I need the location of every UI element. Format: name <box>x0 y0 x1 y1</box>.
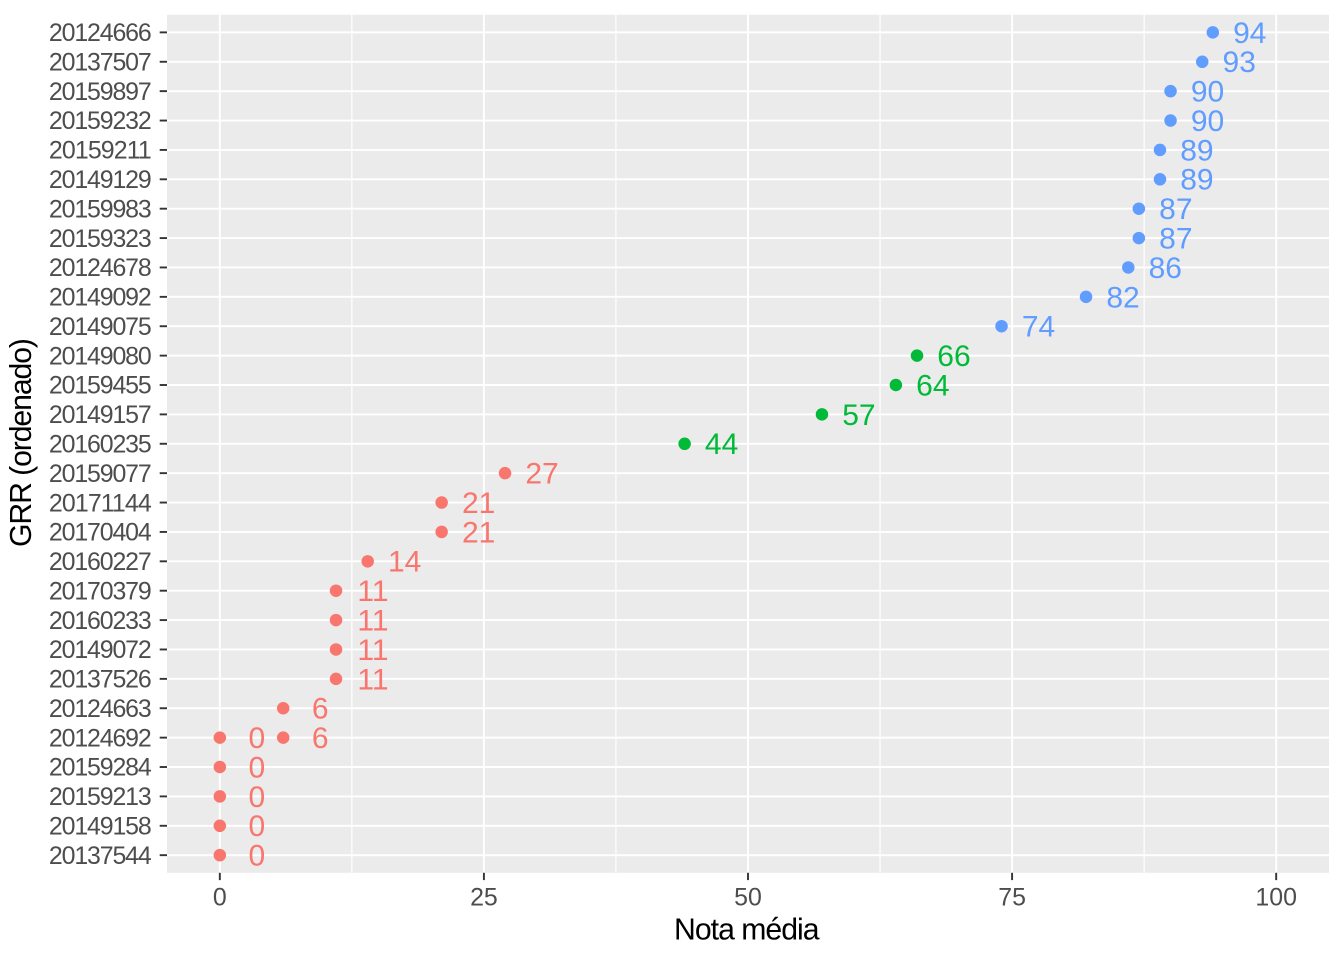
svg-text:21: 21 <box>462 487 495 520</box>
svg-text:20149129: 20149129 <box>49 166 152 194</box>
svg-text:27: 27 <box>525 458 558 491</box>
svg-text:20149075: 20149075 <box>49 313 152 341</box>
svg-text:0: 0 <box>248 722 265 755</box>
svg-text:20170404: 20170404 <box>49 519 152 547</box>
svg-text:86: 86 <box>1149 252 1182 285</box>
svg-text:14: 14 <box>388 546 421 579</box>
svg-text:90: 90 <box>1191 76 1224 109</box>
svg-text:21: 21 <box>462 516 495 549</box>
svg-text:50: 50 <box>734 883 762 911</box>
svg-text:87: 87 <box>1159 222 1192 255</box>
svg-text:20160233: 20160233 <box>49 607 152 635</box>
svg-text:6: 6 <box>312 722 329 755</box>
svg-text:25: 25 <box>470 883 498 911</box>
svg-text:75: 75 <box>998 883 1026 911</box>
svg-text:11: 11 <box>357 663 388 696</box>
svg-text:Nota média: Nota média <box>674 913 820 946</box>
svg-text:0: 0 <box>248 751 265 784</box>
svg-text:100: 100 <box>1255 883 1297 911</box>
svg-text:0: 0 <box>213 883 227 911</box>
svg-text:57: 57 <box>842 399 875 432</box>
svg-text:20170379: 20170379 <box>49 577 152 605</box>
svg-text:20159232: 20159232 <box>49 107 152 135</box>
svg-text:20124692: 20124692 <box>49 724 152 752</box>
svg-text:20159323: 20159323 <box>49 225 152 253</box>
svg-text:20137507: 20137507 <box>49 48 152 76</box>
svg-text:0: 0 <box>248 840 265 873</box>
svg-text:11: 11 <box>357 575 388 608</box>
svg-text:89: 89 <box>1180 134 1213 167</box>
svg-text:89: 89 <box>1180 164 1213 197</box>
svg-text:20171144: 20171144 <box>49 489 152 517</box>
svg-text:64: 64 <box>916 369 949 402</box>
svg-text:GRR (ordenado): GRR (ordenado) <box>5 338 38 547</box>
svg-text:11: 11 <box>357 604 388 637</box>
svg-text:20149080: 20149080 <box>49 342 152 370</box>
svg-text:90: 90 <box>1191 105 1224 138</box>
svg-text:20137544: 20137544 <box>49 842 152 870</box>
svg-text:20159983: 20159983 <box>49 195 152 223</box>
svg-text:20124666: 20124666 <box>49 19 152 47</box>
svg-text:6: 6 <box>312 693 329 726</box>
svg-text:0: 0 <box>248 810 265 843</box>
svg-text:20159213: 20159213 <box>49 783 152 811</box>
svg-text:82: 82 <box>1106 281 1139 314</box>
svg-text:20149092: 20149092 <box>49 284 152 312</box>
svg-text:0: 0 <box>248 781 265 814</box>
svg-text:20137526: 20137526 <box>49 666 152 694</box>
svg-text:74: 74 <box>1022 311 1055 344</box>
svg-text:20149157: 20149157 <box>49 401 152 429</box>
svg-text:66: 66 <box>937 340 970 373</box>
svg-text:20159897: 20159897 <box>49 78 152 106</box>
svg-text:20124678: 20124678 <box>49 254 152 282</box>
svg-text:20124663: 20124663 <box>49 695 152 723</box>
svg-text:93: 93 <box>1223 46 1256 79</box>
svg-text:87: 87 <box>1159 193 1192 226</box>
svg-text:20160227: 20160227 <box>49 548 152 576</box>
svg-text:20149158: 20149158 <box>49 812 152 840</box>
svg-text:20160235: 20160235 <box>49 430 152 458</box>
svg-text:20159455: 20159455 <box>49 372 152 400</box>
svg-text:94: 94 <box>1233 17 1266 50</box>
svg-text:20159211: 20159211 <box>49 137 152 165</box>
svg-text:20159284: 20159284 <box>49 754 152 782</box>
svg-text:20159077: 20159077 <box>49 460 152 488</box>
svg-text:11: 11 <box>357 634 388 667</box>
svg-text:44: 44 <box>705 428 738 461</box>
svg-text:20149072: 20149072 <box>49 636 152 664</box>
